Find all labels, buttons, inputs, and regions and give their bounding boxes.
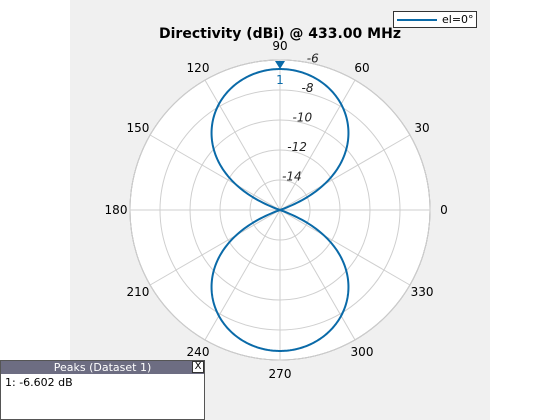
radial-tick-label: -6 — [307, 51, 319, 65]
polar-spoke — [149, 209, 281, 286]
polar-spoke — [279, 79, 356, 211]
angle-tick-label: 0 — [440, 203, 448, 217]
polar-spoke — [204, 209, 281, 341]
close-button[interactable]: X — [192, 361, 204, 373]
polar-spoke — [279, 209, 411, 286]
angle-tick-label: 30 — [414, 121, 429, 135]
angle-tick-label: 270 — [269, 367, 292, 381]
angle-tick-label: 330 — [411, 285, 434, 299]
polar-spoke — [279, 134, 411, 211]
peak-row: 1: -6.602 dB — [5, 376, 73, 389]
angle-tick-label: 180 — [105, 203, 128, 217]
series-el0-line — [210, 68, 350, 352]
angle-tick-label: 300 — [351, 345, 374, 359]
peak-marker[interactable] — [275, 61, 285, 70]
radial-tick-label: -10 — [293, 110, 313, 124]
peaks-titlebar[interactable]: Peaks (Dataset 1) X — [1, 361, 204, 374]
angle-tick-label: 210 — [127, 285, 150, 299]
radial-tick-label: -8 — [302, 81, 314, 95]
polar-spoke — [204, 79, 281, 211]
angle-tick-label: 240 — [187, 345, 210, 359]
legend-label: el=0° — [442, 13, 474, 26]
radial-tick-label: -14 — [282, 170, 302, 184]
peak-marker-label: 1 — [276, 73, 284, 87]
peaks-title: Peaks (Dataset 1) — [53, 361, 152, 374]
polar-spoke — [149, 134, 281, 211]
angle-tick-label: 90 — [272, 39, 287, 53]
chart-title: Directivity (dBi) @ 433.00 MHz — [159, 26, 401, 42]
angle-tick-label: 120 — [187, 61, 210, 75]
angle-tick-label: 60 — [354, 61, 369, 75]
legend[interactable]: el=0° — [393, 11, 477, 28]
peaks-panel[interactable]: Peaks (Dataset 1) X 1: -6.602 dB — [0, 360, 205, 420]
legend-swatch — [397, 18, 437, 21]
angle-tick-label: 150 — [127, 121, 150, 135]
polar-spoke — [279, 209, 356, 341]
radial-tick-label: -12 — [287, 140, 307, 154]
